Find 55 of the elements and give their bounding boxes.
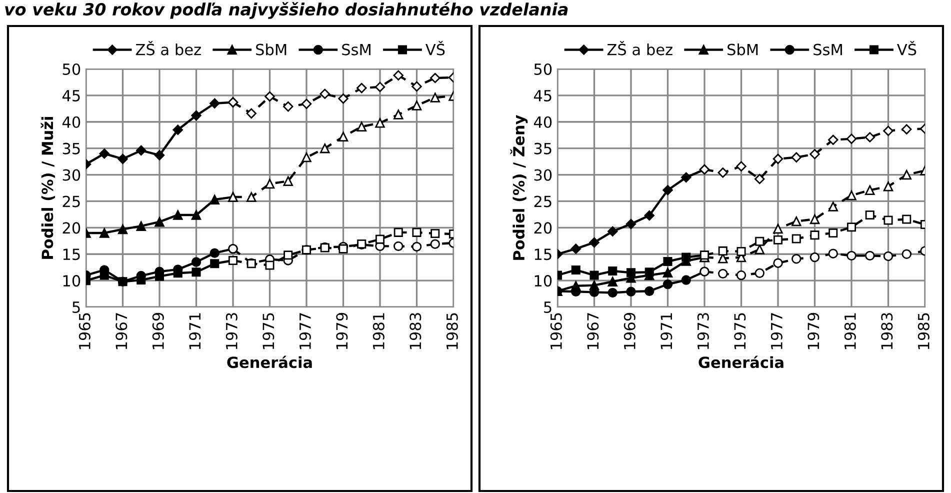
chart-title: vo veku 30 rokov podľa najvyššieho dosiahnutého vzdelania	[5, 2, 568, 19]
x-tick-label: 1967	[587, 313, 599, 350]
legend-label: ZŠ a bez	[607, 40, 672, 56]
x-tick-label: 1967	[116, 313, 128, 350]
y-tick-label: 15	[63, 248, 80, 260]
legend-label: ZŠ a bez	[136, 40, 201, 56]
legend-label: VŠ	[897, 40, 916, 56]
y-tick-label: 25	[534, 196, 552, 208]
x-tick-label: 1983	[410, 313, 422, 350]
y-tick-label: 50	[62, 63, 80, 76]
y-tick-label: 25	[62, 196, 80, 208]
x-axis-title: Generácia	[227, 356, 312, 368]
x-tick-label: 1977	[299, 313, 311, 350]
y-tick-label: 40	[534, 116, 552, 128]
y-tick-label: 20	[534, 222, 552, 234]
x-tick-label: 1979	[808, 312, 820, 350]
x-tick-label: 1977	[770, 313, 782, 350]
x-tick-label: 1965	[78, 313, 90, 350]
x-tick-label: 1965	[550, 313, 562, 350]
x-tick-label: 1983	[881, 313, 893, 350]
legend-label: SsM	[342, 44, 370, 56]
y-tick-label: 5	[72, 302, 80, 314]
x-tick-label: 1975	[734, 313, 746, 350]
x-tick-label: 1973	[697, 313, 709, 350]
y-tick-label: 30	[62, 169, 80, 181]
x-tick-label: 1975	[262, 313, 274, 350]
y-axis-title: Podiel (%) / Muži	[40, 117, 55, 259]
x-tick-label: 1985	[446, 313, 458, 350]
x-tick-label: 1985	[918, 313, 930, 350]
y-tick-label: 15	[534, 248, 552, 260]
legend-label: VŠ	[426, 40, 445, 56]
y-tick-label: 35	[534, 142, 552, 154]
x-axis-title: Generácia	[698, 356, 784, 368]
x-tick-label: 1969	[624, 312, 636, 350]
legend-label: SbM	[728, 44, 758, 56]
x-tick-label: 1981	[372, 313, 384, 350]
y-tick-label: 35	[62, 142, 80, 154]
y-tick-label: 30	[534, 169, 552, 181]
x-tick-label: 1971	[189, 313, 201, 350]
legend-label: SbM	[256, 44, 286, 56]
y-tick-label: 20	[62, 222, 80, 234]
y-axis-title: Podiel (%) / Ženy	[510, 115, 528, 260]
y-tick-label: 40	[62, 116, 80, 128]
y-tick-label: 5	[544, 302, 552, 314]
y-tick-label: 10	[534, 275, 552, 287]
x-tick-label: 1981	[844, 313, 856, 350]
y-tick-label: 45	[62, 90, 80, 102]
y-tick-label: 45	[534, 90, 552, 102]
x-tick-label: 1971	[660, 313, 672, 350]
x-tick-label: 1973	[226, 313, 238, 350]
legend-label: SsM	[814, 44, 842, 56]
y-tick-label: 50	[534, 63, 552, 76]
x-tick-label: 1979	[336, 312, 348, 350]
y-tick-label: 10	[63, 275, 80, 287]
x-tick-label: 1969	[152, 312, 164, 350]
